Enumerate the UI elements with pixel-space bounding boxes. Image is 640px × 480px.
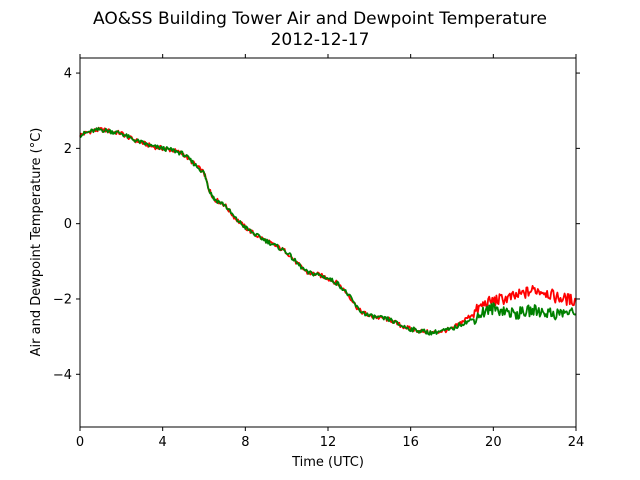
y-axis-label: Air and Dewpoint Temperature (°C) (29, 128, 44, 357)
x-tick-label: 4 (159, 435, 167, 450)
series-line-2 (79, 127, 577, 336)
x-tick-label: 20 (485, 435, 502, 450)
y-tick-label: 0 (64, 217, 72, 232)
plot-series (79, 126, 577, 336)
y-tick-label: −2 (53, 292, 72, 307)
chart-title: AO&SS Building Tower Air and Dewpoint Te… (93, 9, 547, 29)
x-tick-label: 12 (320, 435, 337, 450)
x-tick-label: 0 (76, 435, 84, 450)
chart-subtitle: 2012-12-17 (271, 30, 370, 50)
x-tick-label: 8 (241, 435, 249, 450)
y-tick-label: 4 (64, 67, 72, 82)
y-tick-label: −4 (53, 368, 72, 383)
x-axis-label: Time (UTC) (291, 455, 364, 470)
x-tick-label: 24 (568, 435, 585, 450)
series-line-1 (79, 126, 577, 336)
x-tick-label: 16 (402, 435, 419, 450)
y-tick-label: 2 (64, 142, 72, 157)
plot-frame (79, 57, 577, 428)
